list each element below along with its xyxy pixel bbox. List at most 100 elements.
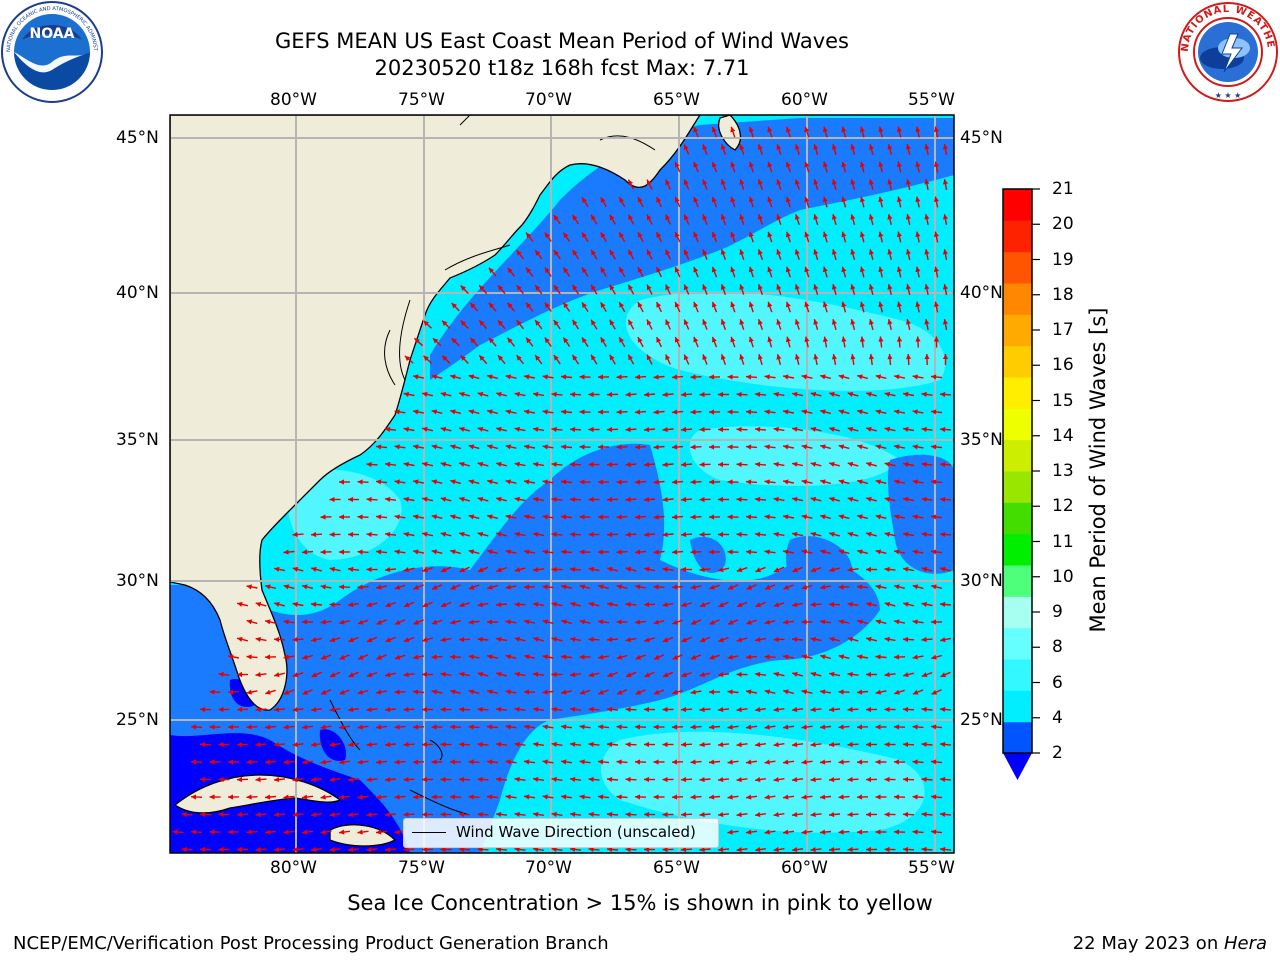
direction-arrowhead xyxy=(637,232,643,238)
direction-arrowhead xyxy=(431,549,438,555)
colorbar-segment xyxy=(1003,408,1032,441)
direction-arrowhead xyxy=(711,126,717,133)
direction-arrowhead xyxy=(820,759,826,765)
direction-arrowhead xyxy=(292,707,298,713)
direction-arrowhead xyxy=(496,426,502,432)
direction-arrowhead xyxy=(551,846,557,852)
direction-arrowhead xyxy=(181,846,187,853)
direction-arrowhead xyxy=(348,847,354,853)
direction-arrowhead xyxy=(801,829,807,835)
direction-arrowhead xyxy=(693,336,699,343)
direction-arrowhead xyxy=(672,584,678,590)
footer-organization: NCEP/EMC/Verification Post Processing Pr… xyxy=(13,933,609,954)
direction-arrowhead xyxy=(755,531,761,537)
direction-arrowhead xyxy=(857,514,863,520)
direction-arrowhead xyxy=(875,479,882,485)
direction-arrowhead xyxy=(505,619,511,625)
direction-arrowhead xyxy=(283,584,290,590)
direction-arrowhead xyxy=(915,336,921,342)
direction-arrowhead xyxy=(718,777,724,783)
direction-arrowhead xyxy=(847,567,853,573)
direction-arrowhead xyxy=(915,196,921,203)
direction-arrowhead xyxy=(459,706,465,713)
direction-arrowhead xyxy=(931,374,937,380)
direction-arrowhead xyxy=(366,707,372,713)
direction-arrowhead xyxy=(730,161,736,168)
direction-arrowhead xyxy=(533,811,539,817)
direction-arrowhead xyxy=(728,619,734,625)
direction-arrowhead xyxy=(681,811,687,818)
direction-arrowhead xyxy=(912,374,918,380)
direction-arrowhead xyxy=(348,602,354,608)
direction-arrowhead xyxy=(801,584,808,590)
direction-arrowhead xyxy=(912,514,918,520)
direction-arrowhead xyxy=(653,409,659,415)
direction-arrowhead xyxy=(311,742,317,748)
direction-arrowhead xyxy=(662,741,668,748)
direction-arrowhead xyxy=(582,197,587,203)
direction-arrowhead xyxy=(903,636,909,643)
direction-arrowhead xyxy=(672,479,678,485)
direction-arrowhead xyxy=(783,514,789,520)
direction-arrowhead xyxy=(727,444,733,450)
legend-label: Wind Wave Direction (unscaled) xyxy=(456,823,696,841)
direction-arrowhead xyxy=(544,267,550,274)
direction-arrowhead xyxy=(912,619,918,625)
direction-arrowhead xyxy=(561,794,567,800)
direction-arrowhead xyxy=(847,531,854,537)
direction-arrowhead xyxy=(838,444,845,450)
direction-arrowhead xyxy=(570,566,576,572)
map-legend: Wind Wave Direction (unscaled) xyxy=(403,818,719,848)
direction-arrowhead xyxy=(942,354,949,359)
direction-arrowhead xyxy=(507,267,513,274)
direction-arrowhead xyxy=(709,374,715,380)
direction-arrowhead xyxy=(488,267,495,274)
direction-arrowhead xyxy=(699,426,705,433)
direction-arrowhead xyxy=(739,214,745,220)
direction-arrowhead xyxy=(563,337,569,344)
direction-arrowhead xyxy=(921,636,927,643)
direction-arrowhead xyxy=(431,374,438,380)
direction-arrowhead xyxy=(237,776,243,783)
direction-arrowhead xyxy=(598,724,604,730)
direction-arrowhead xyxy=(255,672,261,678)
direction-arrowhead xyxy=(498,285,504,291)
direction-arrowhead xyxy=(320,584,326,590)
direction-arrowhead xyxy=(647,354,652,361)
direction-arrowhead xyxy=(542,759,548,765)
direction-arrowhead xyxy=(265,759,271,765)
direction-arrowhead xyxy=(730,336,736,343)
direction-arrowhead xyxy=(783,409,789,415)
direction-arrowhead xyxy=(718,742,724,748)
direction-arrowhead xyxy=(440,706,446,713)
direction-arrowhead xyxy=(302,724,308,730)
lon-label-top: 65°W xyxy=(653,90,700,110)
direction-arrowhead xyxy=(635,689,642,695)
lon-label-top: 80°W xyxy=(270,90,317,110)
lon-label-top: 55°W xyxy=(908,90,955,110)
direction-arrowhead xyxy=(746,549,752,555)
direction-arrowhead xyxy=(894,374,900,380)
direction-arrowhead xyxy=(720,354,726,360)
direction-arrowhead xyxy=(505,374,512,380)
direction-arrowhead xyxy=(302,689,309,695)
lat-label-right: 25°N xyxy=(960,710,1003,730)
direction-arrowhead xyxy=(838,829,844,835)
direction-arrowhead xyxy=(588,566,594,572)
direction-arrowhead xyxy=(542,584,548,590)
direction-arrowhead xyxy=(570,531,576,538)
direction-arrowhead xyxy=(422,811,428,818)
direction-arrowhead xyxy=(477,741,483,748)
direction-arrowhead xyxy=(739,179,745,185)
direction-arrowhead xyxy=(767,336,773,343)
direction-arrowhead xyxy=(683,144,689,151)
direction-arrowhead xyxy=(561,724,567,730)
direction-arrowhead xyxy=(653,479,659,485)
direction-arrowhead xyxy=(366,602,373,608)
direction-arrowhead xyxy=(320,619,326,625)
direction-arrowhead xyxy=(600,267,606,273)
direction-arrowhead xyxy=(755,496,761,502)
direction-arrowhead xyxy=(551,531,557,537)
direction-arrowhead xyxy=(755,671,761,677)
direction-arrowhead xyxy=(591,319,596,326)
